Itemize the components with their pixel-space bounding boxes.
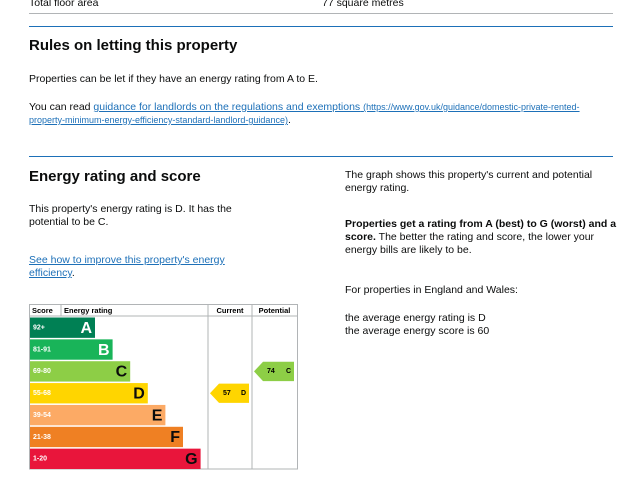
potential-rating: C (286, 368, 291, 375)
band-letter: B (98, 342, 110, 359)
current-score: 57 (223, 390, 231, 397)
current-rating: D (241, 390, 246, 397)
band (30, 383, 148, 404)
band-letter: D (133, 385, 145, 402)
column-header: Potential (259, 306, 291, 315)
text: You can read (29, 101, 91, 113)
band (30, 361, 131, 382)
paragraph: You can read guidance for landlords on t… (29, 101, 599, 127)
column-header: Energy rating (64, 306, 113, 315)
text: the average energy score is 60 (345, 325, 490, 337)
band-score: 69-80 (33, 368, 51, 375)
band-letter: F (170, 429, 180, 446)
floor-area-value: 77 square metres (322, 0, 404, 9)
band-score: 1-20 (33, 456, 47, 463)
current-arrow (210, 383, 249, 403)
band-score: 21-38 (33, 434, 51, 441)
link-url[interactable]: (https://www.gov.uk/guidance/domestic-pr… (29, 102, 580, 125)
floor-area-label: Total floor area (29, 0, 99, 9)
band-score: 39-54 (33, 412, 51, 419)
section-heading: Rules on letting this property (29, 37, 238, 54)
band (30, 339, 113, 360)
band-score: 55-68 (33, 390, 51, 397)
potential-score: 74 (267, 368, 275, 375)
bold-text: Properties get a rating from A (best) to… (345, 218, 617, 243)
band (30, 426, 183, 448)
column-header: Current (216, 306, 244, 315)
band-score: 92+ (33, 325, 45, 332)
paragraph: This property's energy rating is D. It h… (29, 203, 232, 228)
paragraph: See how to improve this property's energ… (29, 254, 269, 280)
link-text[interactable]: guidance for landlords on the regulation… (93, 101, 361, 113)
band-letter: G (185, 451, 197, 468)
band-letter: C (116, 364, 128, 381)
text: the average energy rating is D (345, 312, 486, 324)
divider (29, 26, 613, 27)
band-letter: E (152, 407, 163, 424)
column-header: Score (32, 306, 53, 315)
paragraph: Properties get a rating from A (best) to… (345, 218, 617, 257)
text: . (287, 114, 291, 126)
guidance-link[interactable]: guidance for landlords on the regulation… (29, 101, 580, 126)
paragraph: For properties in England and Wales: (345, 284, 518, 296)
text: The better the rating and score, the low… (345, 231, 595, 256)
band (30, 448, 201, 469)
text: . (71, 267, 75, 279)
band (30, 317, 95, 338)
band (30, 404, 166, 426)
band-letter: A (80, 320, 92, 337)
paragraph: The graph shows this property's current … (345, 169, 593, 194)
divider (29, 13, 613, 14)
paragraph: Properties can be let if they have an en… (29, 73, 318, 85)
potential-arrow (254, 361, 294, 382)
rating-chart: Score Energy rating Current Potential 92+ A 81… (29, 304, 298, 470)
section-heading: Energy rating and score (29, 168, 201, 185)
divider (29, 156, 613, 157)
band-score: 81-91 (33, 346, 51, 353)
improve-link[interactable]: See how to improve this property's energ… (29, 254, 225, 279)
